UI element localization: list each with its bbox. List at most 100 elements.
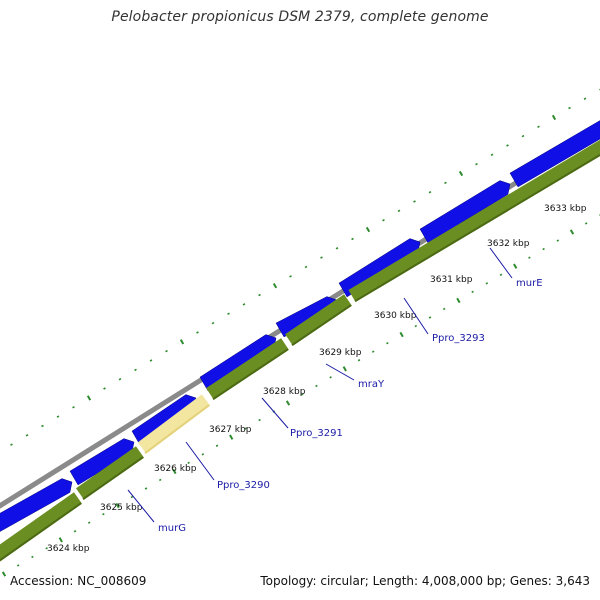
outer-tick-track [10,88,600,446]
scale-tick [10,443,13,446]
scale-tick [556,239,560,242]
scale-tick [357,359,361,362]
scale-tick [172,468,177,475]
scale-tick [351,237,354,241]
scale-tick [144,487,148,490]
scale-tick [569,229,575,235]
gene-label: Ppro_3293 [432,333,485,344]
gene-label: Ppro_3291 [290,428,343,439]
kbp-label: 3632 kbp [487,239,530,249]
forward-gene-arrow [419,180,511,244]
scale-tick [118,377,122,381]
inner-tick-track [1,214,600,577]
scale-tick [102,512,105,516]
scale-tick [342,366,347,372]
scale-tick [187,461,190,465]
scale-tick [456,297,461,304]
scale-tick [397,209,401,213]
kbp-label: 3628 kbp [263,387,306,397]
scale-tick [386,341,389,345]
scale-tick [272,283,278,289]
forward-gene-arrow [509,120,600,188]
scale-tick [215,444,219,447]
scale-tick [149,359,153,362]
scale-tick [458,170,464,177]
scale-tick [365,226,371,233]
gene-leader-line [127,489,155,523]
scale-tick [229,434,234,440]
kbp-label: 3633 kbp [544,204,587,214]
forward-gene-arrow [338,238,421,298]
scale-tick [413,200,416,203]
scale-tick [242,303,246,306]
scale-tick [399,331,404,338]
gene-leader-line [325,363,355,381]
scale-tick [537,125,540,128]
scale-tick [289,275,292,278]
scale-tick [315,384,318,388]
scale-tick [499,273,503,276]
scale-tick [382,219,385,222]
scale-tick [86,395,92,401]
scale-tick [258,293,261,297]
scale-tick [31,555,34,559]
scale-tick [335,247,339,250]
scale-tick [130,495,134,499]
scale-tick [414,324,418,328]
scale-tick [471,290,474,294]
reverse-gene-band [0,492,83,562]
reverse-gene-band [206,338,289,400]
scale-tick [41,424,44,428]
scale-tick [300,393,304,396]
scale-tick [428,190,432,194]
scale-tick [158,478,162,482]
kbp-scale: 3624 kbp 3625 kbp 3626 kbp 3627 kbp 3628 kbp… [47,204,587,554]
gene-leader-line [261,397,289,429]
scale-tick [444,181,447,185]
reverse-gene-band [75,446,145,500]
scale-tick [25,434,29,437]
scale-tick [583,97,587,100]
scale-tick [45,547,48,550]
gene-leader-line [185,441,215,481]
kbp-label: 3630 kbp [374,311,417,321]
genome-summary-text: Topology: circular; Length: 4,008,000 bp… [260,574,590,588]
scale-tick [442,307,446,311]
scale-tick [371,350,375,353]
scale-tick [103,387,106,390]
scale-tick [179,339,185,345]
reverse-gene-band [285,294,352,346]
scale-tick [227,312,230,315]
scale-tick [551,114,557,121]
scale-tick [1,571,7,577]
gene-label: murG [158,523,186,534]
scale-tick [542,247,545,251]
gene-label: murE [516,278,543,289]
scale-tick [72,406,75,409]
scale-tick [568,106,571,110]
kbp-label: 3629 kbp [319,348,362,358]
scale-tick [56,415,60,418]
scale-tick [329,376,332,379]
scale-tick [320,256,323,259]
gene-label: Ppro_3290 [217,480,270,491]
gene-labels: murG Ppro_3290 Ppro_3291 mraY Ppro_3293 murE [127,247,543,534]
reverse-gene-band [348,139,600,303]
scale-tick [304,265,308,269]
scale-tick [16,564,20,567]
scale-tick [428,316,432,319]
kbp-label: 3627 kbp [209,425,252,435]
scale-tick [584,222,588,225]
forward-strand-track [0,120,600,532]
scale-tick [58,537,63,543]
scale-tick [165,349,168,353]
kbp-label: 3631 kbp [430,275,473,285]
scale-tick [506,144,509,147]
forward-gene-arrow [0,478,73,532]
scale-tick [73,530,77,533]
scale-tick [201,453,205,456]
scale-tick [528,256,531,259]
scale-tick [285,400,291,406]
scale-tick [244,427,247,430]
